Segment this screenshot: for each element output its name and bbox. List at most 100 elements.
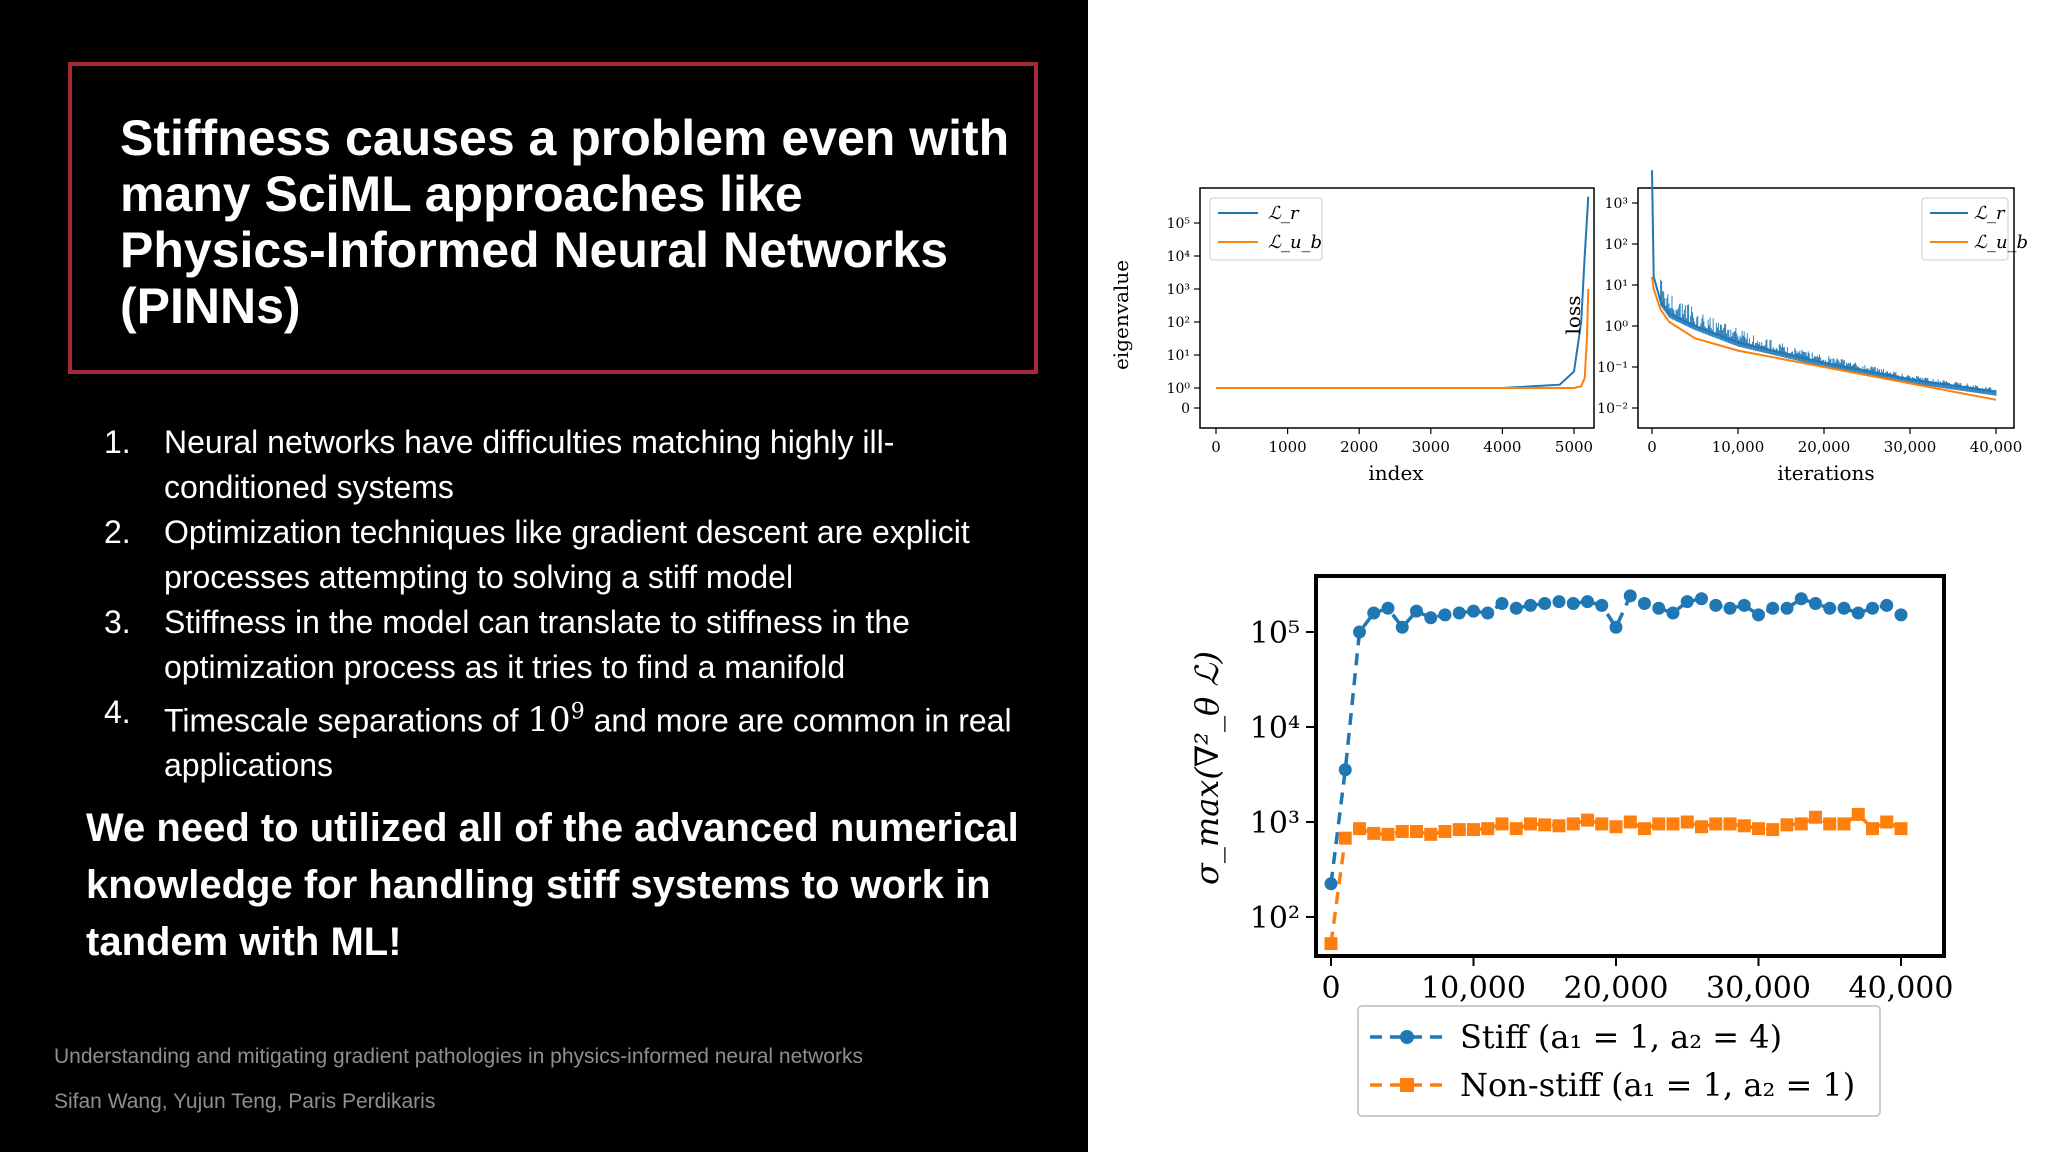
data-point-nonstiff [1524, 817, 1537, 831]
data-point-nonstiff [1837, 817, 1851, 831]
data-point-stiff [1737, 598, 1751, 612]
data-point-stiff [1595, 598, 1609, 612]
x-tick-label: 30,000 [1706, 971, 1811, 1006]
list-item-text: and more are common in real applications [164, 702, 1012, 784]
y-tick-label: 10⁴ [1605, 170, 1629, 171]
reference-authors: Sifan Wang, Yujun Teng, Paris Perdikaris [54, 1090, 436, 1113]
right-panel: 0 10⁰ 10¹ 10² 10³ 10⁴ 10⁵ 0 1000 2000 3000 4000 500… [1088, 0, 2048, 1152]
list-item-text: Optimization techniques like gradient de… [164, 514, 970, 595]
y-tick-label: 10³ [1167, 282, 1190, 298]
data-point-nonstiff [1595, 817, 1609, 831]
y-tick-label: 10² [1250, 901, 1300, 936]
y-axis-label: loss [1561, 296, 1585, 335]
x-tick-label: 30,000 [1884, 438, 1937, 456]
y-tick-label: 10⁴ [1250, 711, 1300, 746]
x-tick-label: 1000 [1269, 438, 1307, 456]
list-item: 2. Optimization techniques like gradient … [104, 510, 1034, 600]
data-point-nonstiff [1695, 820, 1708, 834]
y-tick-label: 10⁵ [1250, 616, 1300, 651]
data-point-nonstiff [1851, 807, 1865, 821]
list-number: 2. [104, 514, 131, 550]
data-point-nonstiff [1452, 823, 1466, 837]
data-point-stiff [1894, 608, 1908, 622]
reference-paper: Understanding and mitigating gradient pa… [54, 1045, 863, 1068]
loss-chart: 10⁻² 10⁻¹ 10⁰ 10¹ 10² 10³ 10⁴ 0 10,000 20,000 30,… [1561, 170, 2028, 485]
math-base: 10 [527, 700, 571, 741]
data-point-stiff [1880, 598, 1894, 612]
data-point-nonstiff [1794, 817, 1808, 831]
legend-label-lub: ℒ_u_b [1974, 232, 2028, 253]
x-tick-label: 40,000 [1849, 971, 1954, 1006]
data-point-stiff [1353, 625, 1366, 639]
y-tick-label: 10⁰ [1605, 319, 1629, 335]
legend-marker-stiff [1400, 1030, 1414, 1044]
x-tick-label: 5000 [1555, 438, 1593, 456]
x-tick-label: 0 [1211, 438, 1221, 456]
y-tick-label: 10³ [1250, 806, 1300, 841]
data-point-stiff [1424, 611, 1438, 625]
numbered-list: 1. Neural networks have difficulties matc… [104, 420, 1034, 788]
data-point-stiff [1581, 595, 1594, 609]
data-point-stiff [1495, 597, 1509, 610]
y-tick-label: 10¹ [1167, 348, 1190, 364]
data-point-stiff [1666, 606, 1680, 620]
y-tick-label: 10² [1605, 237, 1628, 253]
y-tick-label: 0 [1181, 401, 1190, 417]
data-point-stiff [1866, 601, 1879, 615]
x-tick-label: 10,000 [1712, 438, 1765, 456]
data-point-nonstiff [1424, 827, 1438, 841]
data-point-nonstiff [1338, 831, 1352, 845]
plot-frame [1637, 187, 2015, 429]
data-point-stiff [1794, 592, 1808, 606]
y-tick-label: 10⁴ [1167, 249, 1191, 265]
data-point-stiff [1638, 597, 1651, 610]
data-point-nonstiff [1809, 810, 1822, 824]
data-point-nonstiff [1381, 827, 1395, 841]
x-tick-label: 0 [1321, 971, 1340, 1006]
data-point-nonstiff [1509, 822, 1523, 836]
list-item: 3. Stiffness in the model can translate t… [104, 600, 1034, 690]
data-point-nonstiff [1666, 817, 1680, 831]
data-point-nonstiff [1566, 817, 1580, 831]
data-point-stiff [1381, 601, 1395, 615]
data-point-nonstiff [1638, 822, 1651, 836]
y-axis-label: σ_max(∇²_θ ℒ) [1188, 651, 1226, 885]
legend-label-lr: ℒ_r [1268, 203, 1300, 224]
data-point-stiff [1752, 608, 1765, 622]
data-point-nonstiff [1780, 818, 1794, 832]
legend-marker-nonstiff [1400, 1078, 1414, 1092]
x-axis-label: index [1368, 461, 1424, 485]
sigma-max-chart: 10² 10³ 10⁴ 10⁵ 0 10,000 20,000 30,000 40,000 σ… [1188, 574, 1954, 1117]
data-point-stiff [1695, 592, 1708, 606]
data-point-nonstiff [1481, 822, 1495, 836]
conclusion-text: We need to utilized all of the advanced … [86, 806, 1019, 964]
data-point-stiff [1467, 604, 1480, 618]
eigenvalue-chart: 0 10⁰ 10¹ 10² 10³ 10⁴ 10⁵ 0 1000 2000 3000 4000 500… [1109, 187, 1595, 485]
data-point-nonstiff [1353, 822, 1366, 836]
legend-label-lr: ℒ_r [1974, 203, 2006, 224]
x-tick-label: 3000 [1412, 438, 1450, 456]
data-point-nonstiff [1552, 819, 1566, 833]
data-point-nonstiff [1367, 826, 1381, 840]
data-point-nonstiff [1823, 817, 1837, 831]
math-power: 109 [527, 700, 584, 740]
data-point-stiff [1410, 604, 1423, 618]
x-tick-label: 40,000 [1970, 438, 2023, 456]
x-axis-label: iterations [1777, 461, 1874, 485]
data-point-stiff [1723, 601, 1737, 615]
data-point-nonstiff [1723, 817, 1737, 831]
data-point-stiff [1823, 601, 1837, 615]
data-point-stiff [1452, 606, 1466, 620]
data-point-nonstiff [1395, 825, 1409, 838]
x-tick-label: 2000 [1340, 438, 1378, 456]
data-point-stiff [1851, 606, 1865, 620]
x-tick-label: 20,000 [1564, 971, 1669, 1006]
series-noise-lr [1660, 279, 1997, 396]
data-point-nonstiff [1467, 823, 1480, 837]
data-point-nonstiff [1410, 825, 1423, 838]
data-point-nonstiff [1438, 825, 1452, 838]
data-point-stiff [1538, 597, 1552, 610]
data-point-stiff [1509, 601, 1523, 615]
legend-label-lub: ℒ_u_b [1268, 232, 1322, 253]
legend-label-stiff: Stiff (a₁ = 1, a₂ = 4) [1460, 1018, 1782, 1056]
